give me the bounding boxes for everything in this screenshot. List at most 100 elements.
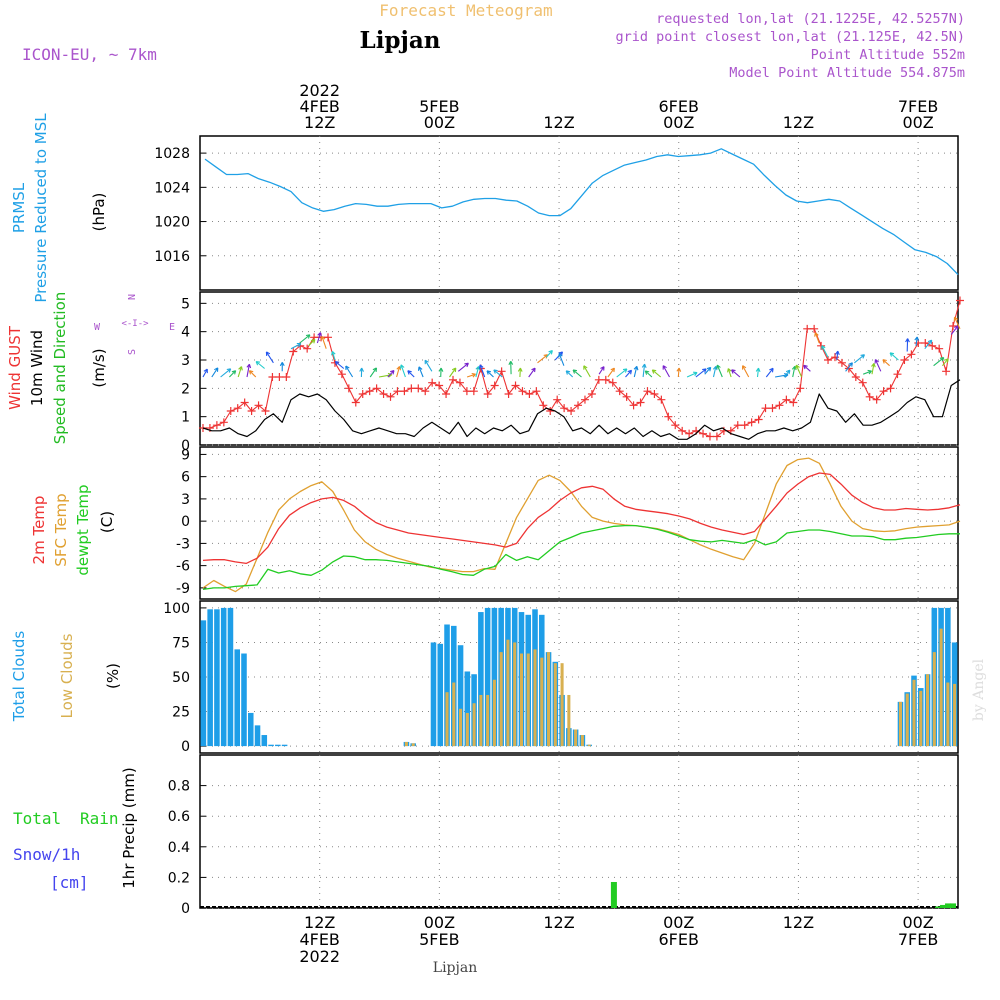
clouds-ytick-label: 100 [163,601,190,617]
sfc-temp-line [202,457,961,593]
wind-direction-arrow [742,365,750,378]
total-cloud-bar [430,642,437,747]
gust-marker [219,418,228,427]
gust-marker [650,390,659,398]
gust-marker [594,375,603,384]
credit-watermark: by Angel [971,658,987,721]
wind-direction-arrow [791,365,797,378]
wind-ytick-label: 4 [181,325,190,341]
wind-direction-arrow [854,354,866,364]
gust-marker [699,429,708,438]
wind-direction-arrow [320,335,327,349]
gust-marker [455,378,464,387]
wind-direction-arrow [814,332,820,344]
precip-frame [199,754,959,909]
compass-arrow: <-I-> [121,319,149,329]
gust-marker [365,387,374,396]
gust-marker [796,384,805,393]
temperature-panel: 2m Temp SFC Temp dewpt Temp (C) -9 -6 -3 0 3… [30,446,961,600]
wind-direction-arrow [345,365,354,378]
gust-marker [539,401,548,410]
total-cloud-bar [268,744,274,747]
gust-marker [664,412,673,421]
low-cloud-bar [492,679,496,747]
total-cloud-bar [275,744,281,747]
wind-ytick-label: 5 [181,296,190,312]
low-cloud-bar [898,701,902,747]
total-cloud-bar [945,607,951,747]
wind-direction-arrow [874,359,882,372]
time-label-bottom: 5FEB [419,930,459,949]
total-cloud-bar [281,744,288,747]
total-cloud-bar [254,725,261,747]
precip-ytick-label: 0.6 [168,809,190,825]
clouds-ytick-label: 75 [172,635,190,651]
low-cloud-bar [946,682,950,747]
wind-direction-arrow [712,365,718,378]
wind-direction-arrow [695,368,707,378]
compass-south: S [127,349,138,355]
clouds-ytick-label: 25 [172,705,190,721]
wind-direction-arrow [583,365,591,378]
gust-marker [469,387,478,396]
model-altitude: Model Point Altitude 554.875m [729,65,965,81]
point-altitude: Point Altitude 552m [811,47,965,63]
gust-marker [442,390,451,398]
pressure-ytick-label: 1020 [154,215,190,231]
wind-direction-arrow [716,364,723,378]
wind-direction-arrow [493,369,503,378]
gust-marker [212,421,221,430]
gust-marker [893,370,902,379]
gust-marker [712,432,721,441]
low-cloud-bar [905,693,909,747]
gust-marker [768,404,777,413]
gust-marker [900,356,909,364]
gust-marker [886,384,895,393]
gust-marker [449,375,458,384]
wind-direction-arrow [229,370,237,378]
wind-direction-arrow [651,369,662,378]
temp-ytick-label: 6 [181,470,190,486]
wind-direction-arrow [633,365,639,378]
gust-label: Wind GUST [6,325,24,410]
gust-marker [955,296,964,305]
wind-direction-arrow [246,363,252,378]
time-label-bottom: 7FEB [898,930,938,949]
wind-direction-arrow [316,332,322,344]
low-cloud-bar [506,639,510,747]
gust-marker [636,398,645,407]
gust-marker [497,367,506,376]
compass-west: W [94,322,101,333]
compass-rose: N <-I-> W E S [94,294,175,355]
gust-marker [560,404,569,413]
wind-direction-arrow [508,360,514,375]
low-cloud-bar [513,642,517,747]
wind-direction-arrow [417,366,424,378]
low-cloud-bar [465,712,469,747]
wind-direction-arrow [821,345,829,358]
time-label-top: 00Z [663,113,694,132]
total-cloud-bar [247,712,254,747]
rain-bar [945,903,952,908]
wind-direction-arrow [953,316,961,330]
gust-marker [303,344,312,353]
wind-direction-arrow [517,367,523,378]
time-label-top: 12Z [543,113,574,132]
precip-ytick-label: 0.4 [168,840,190,856]
gust-marker [254,401,263,410]
low-cloud-bar [939,628,943,747]
wind-direction-arrow [279,362,285,372]
wind-direction-arrow [299,334,311,344]
gust-marker [428,378,437,387]
gust-marker [289,347,298,356]
total-cloud-bar [234,649,240,747]
wind-direction-arrow [924,339,933,350]
rain-bar [610,881,617,908]
gust-marker [733,421,742,430]
low-cloud-bar [479,694,483,747]
gust-marker [761,404,770,413]
wind-direction-arrow [755,367,761,378]
wind-direction-arrow [407,370,415,378]
gust-marker [803,324,812,333]
gust-marker [247,407,256,415]
